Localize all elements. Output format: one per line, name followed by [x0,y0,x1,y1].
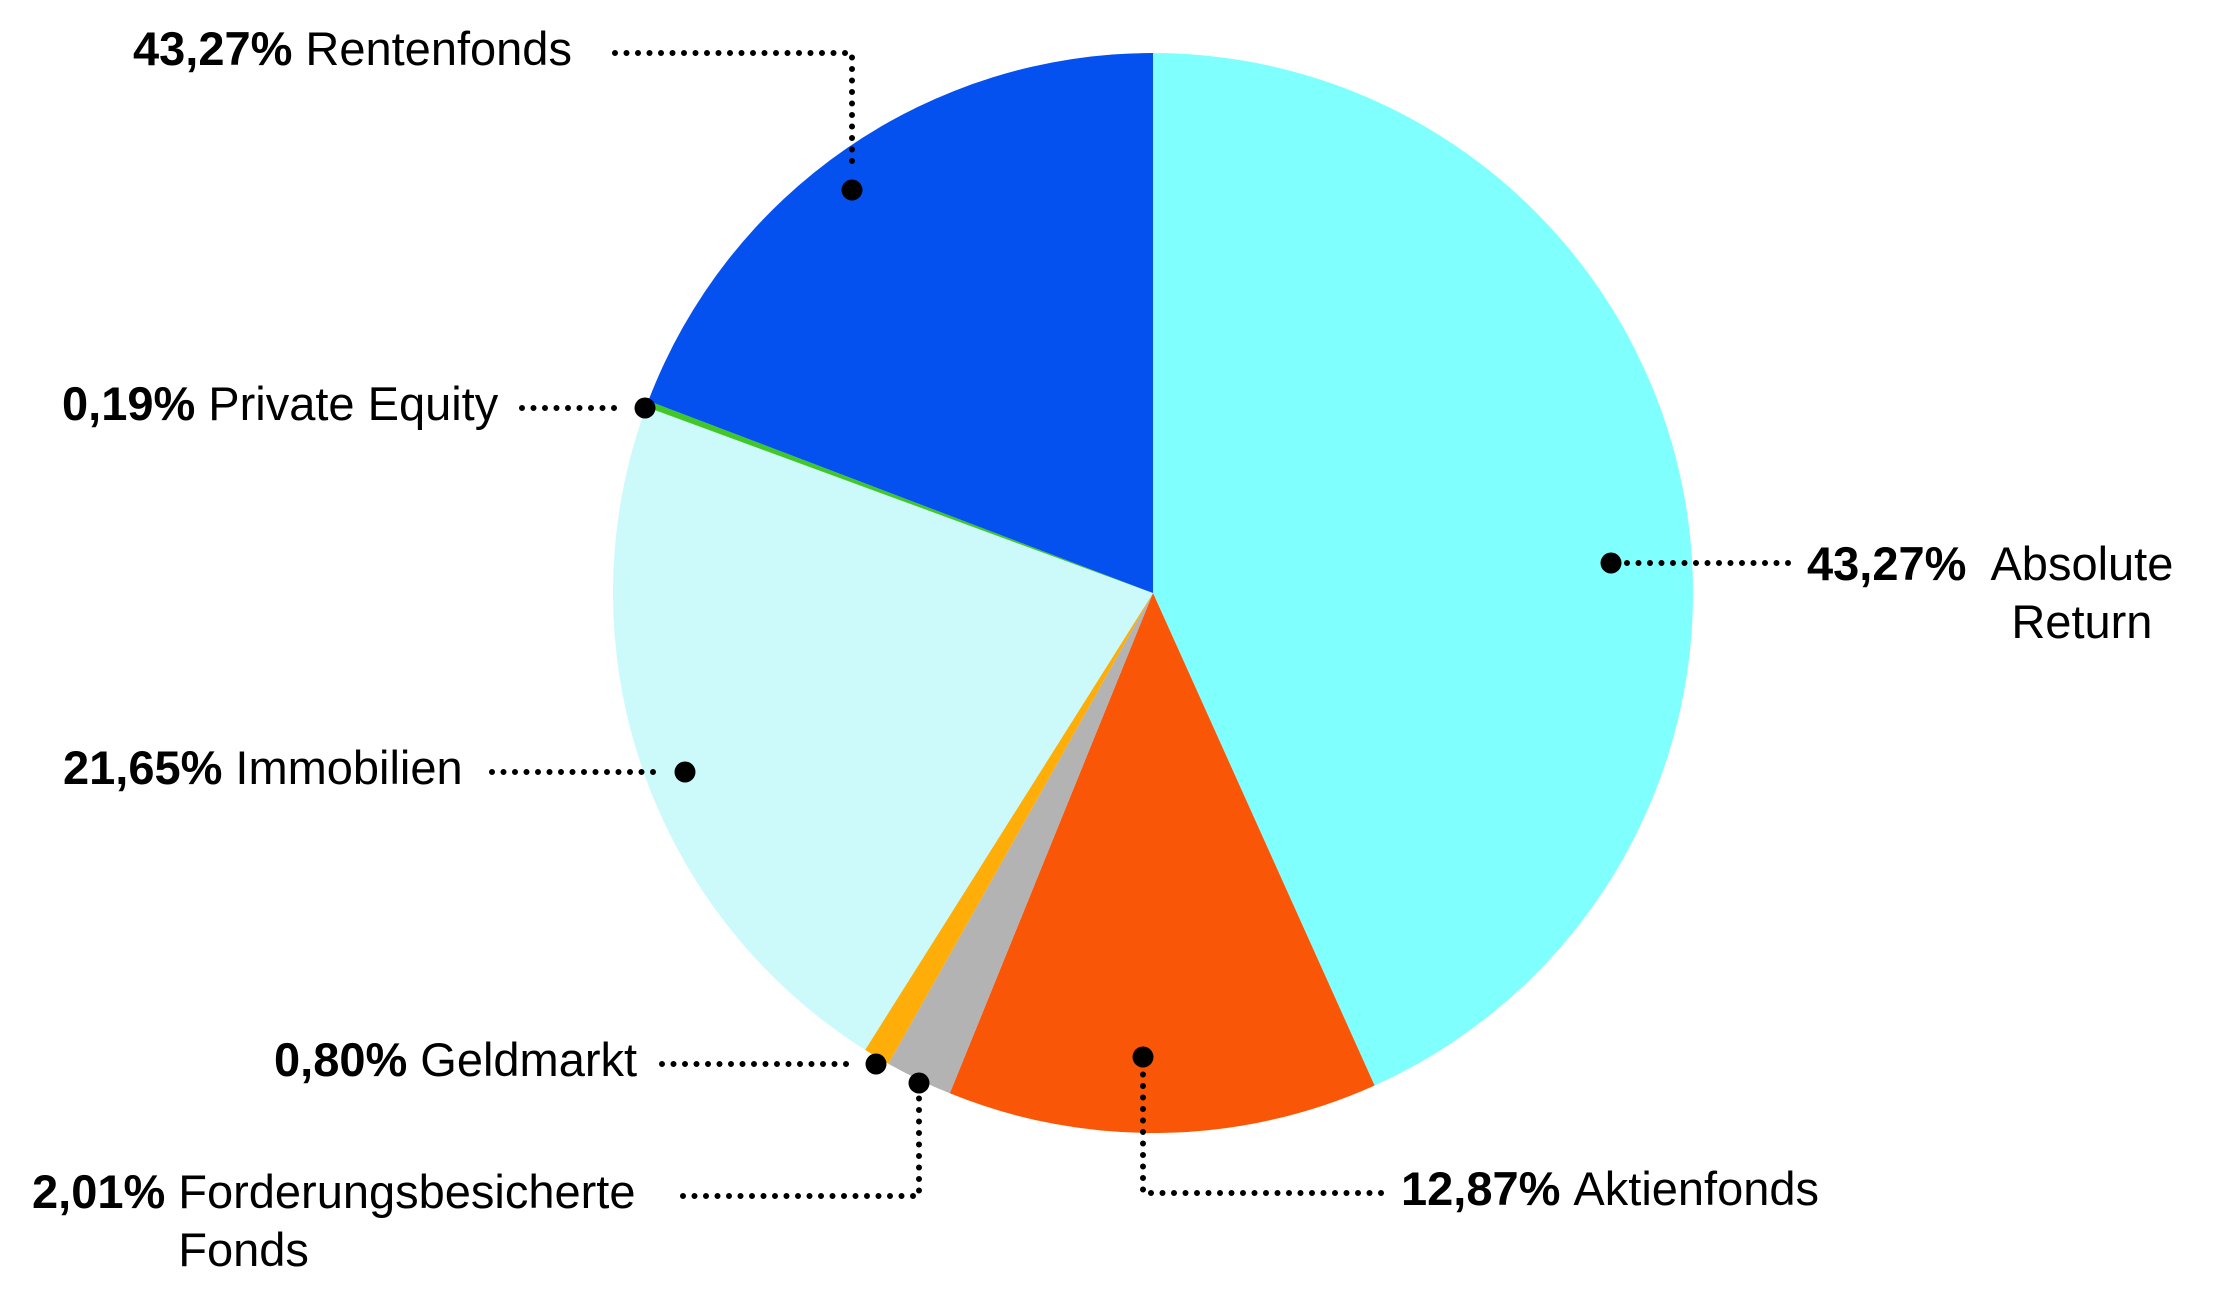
label-aktienfonds-pct: 12,87% [1401,1162,1561,1215]
label-absolute-return-name: Absolute Return [1990,537,2174,648]
label-absolute-return: 43,27% Absolute Return [1807,535,2184,651]
label-rentenfonds-name: Rentenfonds [305,22,572,75]
callout-dot-rentenfonds [841,179,863,201]
pie-slice-immobilien [612,406,1153,1050]
label-immobilien: 21,65% Immobilien [63,739,463,797]
pie-slice-absolute-return [1153,53,1694,1086]
leader-line-aktienfonds [1140,1069,1384,1196]
label-forderungsbesicherte-fonds: 2,01% Forderungsbesicherte Fonds [32,1163,678,1279]
pie-slice-rentenfonds [648,53,1153,593]
label-rentenfonds-pct: 43,27% [133,22,293,75]
label-geldmarkt: 0,80% Geldmarkt [274,1031,637,1089]
label-geldmarkt-name: Geldmarkt [420,1033,638,1086]
label-immobilien-pct: 21,65% [63,741,223,794]
callout-dot-absolute-return [1600,552,1622,574]
leader-line-rentenfonds [612,50,855,171]
pie-slice-aktienfonds [949,593,1375,1134]
callout-dot-aktienfonds [1132,1046,1154,1068]
label-private-equity-name: Private Equity [208,377,499,430]
callout-dot-forderungsbesicherte-fonds [908,1072,930,1094]
label-private-equity: 0,19% Private Equity [62,375,498,433]
callout-dot-private-equity [634,397,656,419]
pie-slice-forderungsbesicherte-fonds [888,593,1153,1094]
label-private-equity-pct: 0,19% [62,377,196,430]
label-aktienfonds-name: Aktienfonds [1573,1162,1820,1215]
label-forderungsbesicherte-fonds-pct: 2,01% [32,1165,166,1218]
label-absolute-return-pct: 43,27% [1807,537,1967,590]
label-rentenfonds: 43,27% Rentenfonds [133,20,572,78]
label-aktienfonds: 12,87% Aktienfonds [1401,1160,1819,1218]
callout-dot-geldmarkt [865,1053,887,1075]
label-geldmarkt-pct: 0,80% [274,1033,408,1086]
pie-slice-private-equity [646,400,1153,593]
pie-slice-geldmarkt [865,593,1153,1064]
leader-line-forderungsbesicherte-fonds [680,1095,922,1199]
label-immobilien-name: Immobilien [235,741,463,794]
callout-dot-immobilien [674,761,696,783]
label-forderungsbesicherte-fonds-name: Forderungsbesicherte Fonds [178,1165,636,1276]
